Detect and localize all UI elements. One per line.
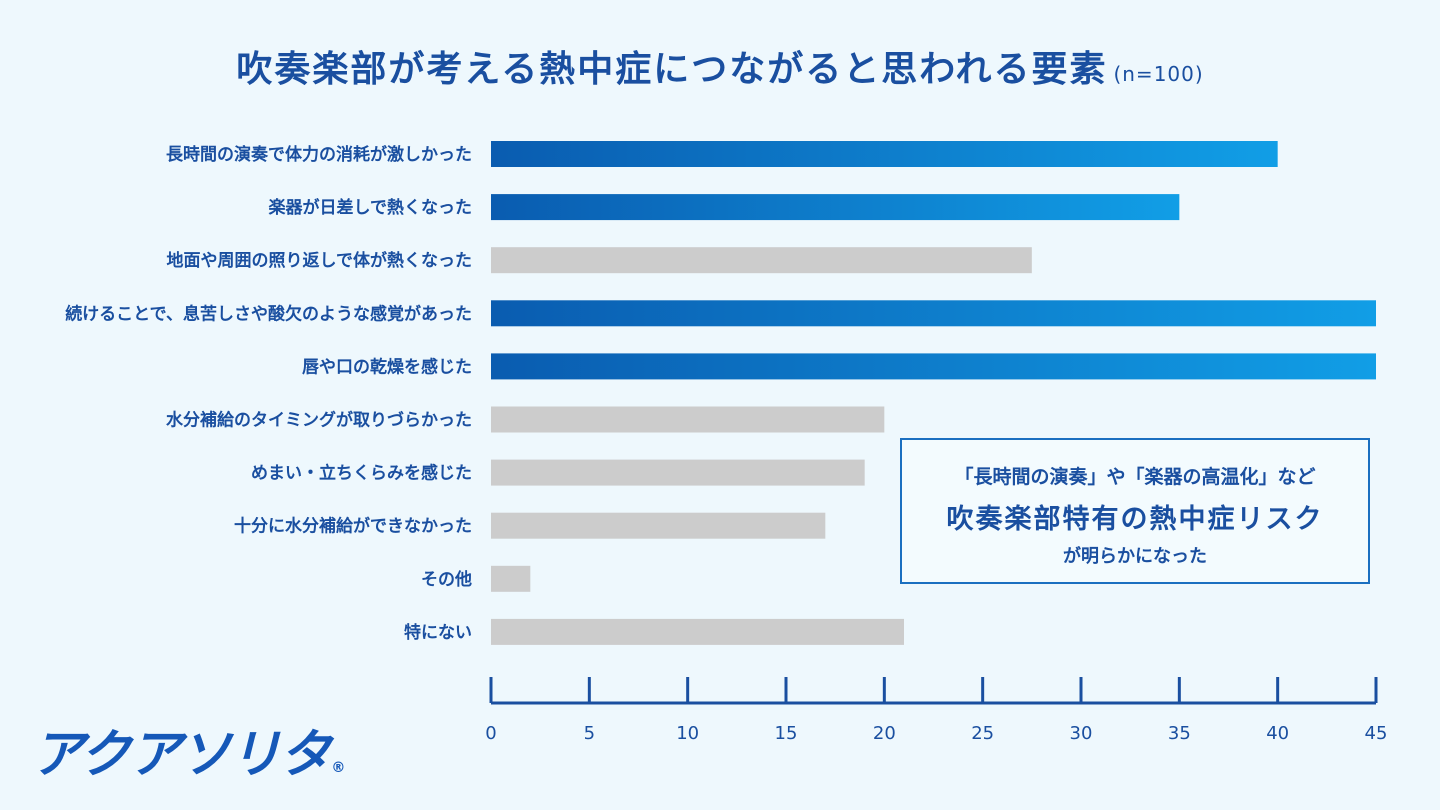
category-label: 水分補給のタイミングが取りづらかった: [166, 410, 472, 431]
registered-mark: ®: [331, 760, 346, 776]
category-label: 長時間の演奏で体力の消耗が激しかった: [166, 144, 472, 165]
bar: [491, 565, 531, 592]
bar: [491, 247, 1032, 274]
category-label: 十分に水分補給ができなかった: [234, 516, 472, 537]
category-label: 地面や周囲の照り返しで体が熱くなった: [167, 250, 473, 271]
category-label: 楽器が日差しで熱くなった: [269, 197, 473, 218]
x-tick-label: 25: [971, 723, 994, 744]
bar: [491, 618, 904, 645]
x-tick-label: 10: [676, 723, 699, 744]
x-tick-label: 40: [1266, 723, 1289, 744]
x-tick-label: 30: [1070, 723, 1093, 744]
bar: [491, 353, 1376, 380]
category-label: 特にない: [404, 622, 472, 643]
category-labels: 長時間の演奏で体力の消耗が激しかった楽器が日差しで熱くなった地面や周囲の照り返し…: [65, 144, 472, 643]
bar: [491, 406, 885, 433]
category-label: その他: [421, 569, 472, 590]
bar: [491, 141, 1278, 167]
category-label: 続けることで、息苦しさや酸欠のような感覚があった: [65, 303, 472, 324]
x-tick-label: 20: [873, 723, 896, 744]
category-label: 唇や口の乾燥を感じた: [302, 356, 472, 377]
callout-line-3: が明らかになった: [1063, 546, 1207, 567]
bars-group: [491, 141, 1376, 645]
callout-line-1: 「長時間の演奏」や「楽器の高温化」など: [954, 466, 1316, 488]
x-tick-label: 15: [775, 723, 798, 744]
callout-line-2: 吹奏楽部特有の熱中症リスク: [946, 504, 1324, 535]
callout-box: 「長時間の演奏」や「楽器の高温化」など 吹奏楽部特有の熱中症リスク が明らかにな…: [900, 438, 1370, 584]
x-tick-label: 35: [1168, 723, 1191, 744]
chart-title: 吹奏楽部が考える熱中症につながると思われる要素 (n=100): [236, 49, 1204, 90]
x-tick-label: 45: [1365, 723, 1388, 744]
bar: [491, 512, 826, 539]
x-tick-label: 5: [584, 723, 595, 744]
logo-text: アクアソリタ: [32, 725, 331, 785]
sample-size-note: (n=100): [1113, 62, 1204, 86]
bar: [491, 300, 1376, 327]
x-tick-label: 0: [485, 723, 496, 744]
brand-logo: アクアソリタ ®: [32, 712, 345, 787]
bar: [491, 194, 1180, 221]
category-label: めまい・立ちくらみを感じた: [251, 463, 472, 484]
bar: [491, 459, 865, 486]
x-axis: 0 5 10 15 20 25 30 35 40 45: [485, 677, 1387, 744]
